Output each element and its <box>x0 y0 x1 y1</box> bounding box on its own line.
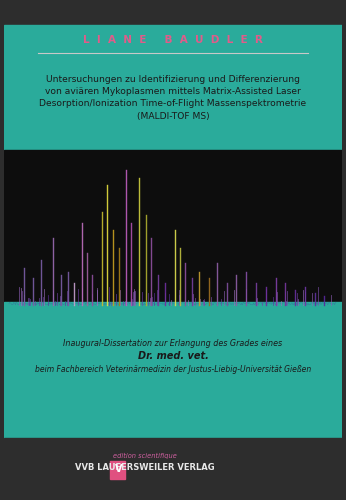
Text: von aviären Mykoplasmen mittels Matrix-Assisted Laser: von aviären Mykoplasmen mittels Matrix-A… <box>45 88 301 96</box>
Text: Dr. med. vet.: Dr. med. vet. <box>138 351 208 361</box>
Bar <box>4 0 342 30</box>
Bar <box>110 461 125 479</box>
Bar <box>4 302 342 440</box>
Bar <box>4 438 342 500</box>
Text: L  I  A  N  E     B  A  U  D  L  E  R: L I A N E B A U D L E R <box>83 35 263 45</box>
Bar <box>4 150 342 307</box>
Text: edition scientifique: edition scientifique <box>113 453 176 459</box>
Bar <box>4 25 342 155</box>
Text: Inaugural-Dissertation zur Erlangung des Grades eines: Inaugural-Dissertation zur Erlangung des… <box>63 338 283 347</box>
Text: Untersuchungen zu Identifizierung und Differenzierung: Untersuchungen zu Identifizierung und Di… <box>46 76 300 84</box>
Text: V: V <box>115 464 122 474</box>
Text: beim Fachbereich Veterinärmedizin der Justus-Liebig-Universität Gießen: beim Fachbereich Veterinärmedizin der Ju… <box>35 364 311 374</box>
Text: VVB LAUFERSWEILER VERLAG: VVB LAUFERSWEILER VERLAG <box>75 464 215 472</box>
Text: Desorption/Ionization Time-of-Flight Massenspektrometrie: Desorption/Ionization Time-of-Flight Mas… <box>39 100 307 108</box>
Text: (MALDI-TOF MS): (MALDI-TOF MS) <box>137 112 209 120</box>
